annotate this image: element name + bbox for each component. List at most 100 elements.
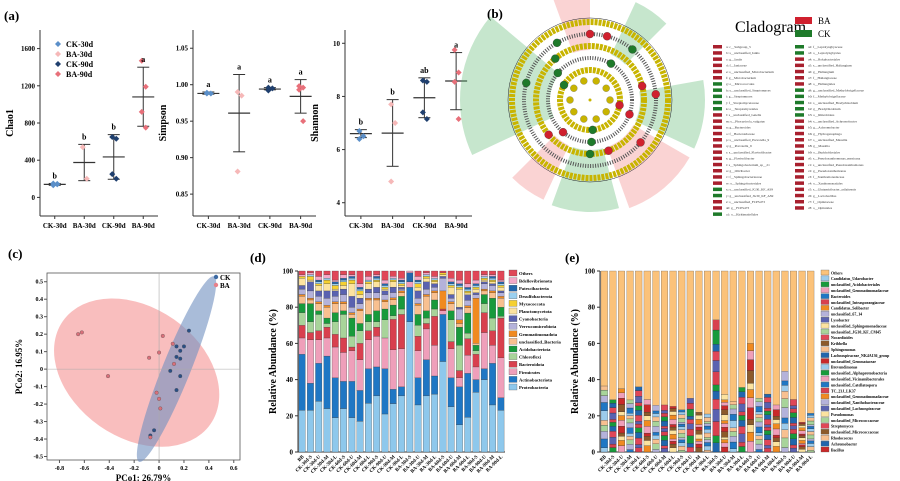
bar-segment-proteobacteria (414, 404, 422, 453)
bar-segment-genus (695, 434, 703, 440)
taxon-label: x: s__unclassified_JG30_KF_AS9 (726, 188, 773, 192)
bar-segment-genus (704, 442, 711, 447)
bar-segment-genus (600, 385, 608, 391)
bar-segment-myxococcota (489, 279, 496, 282)
taxon-label: a5: s__unclassified_Haliangium (808, 64, 852, 68)
bar-segment-others (678, 270, 686, 410)
legend-swatch (820, 328, 830, 335)
bar-segment-firmicutes (348, 350, 356, 382)
y-tick-label: -0.4 (34, 437, 44, 443)
bar-segment-others (721, 270, 729, 395)
bar-segment-genus (661, 404, 668, 411)
y-axis-label: Relative Abundance (%) (570, 309, 581, 414)
bar-segment-unclassified_bacteria (464, 307, 472, 314)
bar-segment-myxococcota (472, 287, 480, 290)
legend-swatch (820, 381, 830, 388)
x-tick-label: BB (297, 454, 306, 463)
bar-segment-genus (678, 442, 686, 447)
bar-segment-chloroflexi (323, 323, 331, 328)
legend-label: BA-30d (66, 50, 93, 59)
bar-segment-genus (712, 319, 720, 331)
bar-segment-others (747, 270, 754, 344)
bar-segment-myxococcota (298, 276, 306, 279)
bar-segment-firmicutes (298, 337, 306, 355)
legend-label: Bacteroidota (519, 362, 545, 367)
clade-highlight-ba (512, 135, 569, 200)
x-tick-label: -0.6 (80, 466, 90, 472)
data-point (419, 109, 426, 116)
bar-segment-patescibacteria (414, 279, 422, 282)
bar-segment-unclassified_bacteria (456, 323, 463, 328)
bar-segment-genus (704, 445, 711, 451)
sample-point-ck (178, 348, 183, 353)
bar-segment-bdellovibrionota (331, 279, 339, 282)
bar-segment-planctomycetota (373, 281, 381, 288)
sample-point-ck (182, 344, 186, 349)
bar-segment-others (464, 270, 472, 284)
taxon-swatch (795, 113, 804, 117)
bar-segment-genus (790, 447, 797, 453)
sample-point-ba (170, 341, 175, 346)
bar-segment-genus (643, 436, 651, 441)
bar-segment-firmicutes (414, 350, 422, 378)
bar-segment-genus (790, 412, 797, 418)
bar-segment-genus (764, 448, 772, 453)
bar-segment-desulfobacterota (331, 283, 339, 286)
bar-segment-others (323, 270, 331, 275)
bar-segment-actinobacteriota (497, 397, 505, 411)
legend-swatch (820, 269, 830, 276)
bar-segment-genus (807, 413, 815, 416)
bar-segment-genus (772, 419, 780, 424)
bar-segment-verrucomicrobiota (497, 292, 505, 297)
bar-segment-acidobacteriota (298, 303, 306, 313)
bar-segment-chloroflexi (298, 312, 306, 326)
legend-swatch (820, 446, 830, 453)
bar-segment-myxococcota (381, 287, 389, 290)
bar-segment-bdellovibrionota (340, 274, 347, 279)
bar-segment-bdellovibrionota (422, 272, 430, 275)
sample-point-ba (148, 435, 153, 440)
bar-segment-cyanobacteria (348, 296, 356, 308)
data-point (113, 175, 120, 182)
y-tick-label: 1.00 (176, 81, 189, 89)
legend-label: Chloroflexi (519, 355, 542, 360)
cladogram-node (570, 108, 578, 116)
data-point (392, 120, 399, 126)
bar-segment-genus (686, 419, 694, 424)
data-point (113, 135, 120, 142)
bar-segment-genus (669, 430, 677, 435)
bar-segment-myxococcota (315, 283, 323, 286)
bar-segment-planctomycetota (489, 281, 496, 284)
bar-segment-genus (618, 420, 625, 427)
bar-segment-proteobacteria (356, 421, 364, 453)
legend-swatch (508, 323, 518, 330)
bar-segment-firmicutes (447, 348, 455, 378)
bar-segment-genus (755, 443, 763, 450)
y-tick-label: 0 (32, 194, 36, 202)
bar-segment-genus (635, 444, 643, 448)
bar-segment-proteobacteria (348, 417, 356, 453)
significance-label: b (82, 132, 87, 141)
data-point (238, 92, 245, 99)
biomarker-node (615, 101, 624, 110)
bar-segment-myxococcota (389, 279, 397, 282)
bar-segment-bacteroidota (307, 332, 314, 340)
bar-segment-others (340, 270, 347, 275)
sample-point-ba (158, 406, 163, 411)
bar-segment-genus (781, 391, 789, 399)
taxon-label: c1: s__unclassified_Pseudoxanthomonas (808, 163, 864, 167)
bar-segment-genus (695, 419, 703, 425)
bar-segment-genus (635, 409, 643, 416)
bar-segment-genus (626, 422, 634, 428)
bar-segment-myxococcota (439, 272, 447, 275)
bar-segment-patescibacteria (398, 279, 405, 282)
bar-segment-cyanobacteria (340, 288, 347, 295)
bar-segment-planctomycetota (439, 274, 447, 277)
bar-segment-genus (712, 384, 720, 392)
data-point (300, 118, 307, 125)
taxon-label: i: g__Streptomyces (726, 95, 753, 99)
taxon-swatch (795, 100, 804, 105)
bar-segment-genus (704, 439, 711, 443)
bar-segment-proteobacteria (331, 417, 339, 453)
bar-segment-bdellovibrionota (464, 283, 472, 288)
